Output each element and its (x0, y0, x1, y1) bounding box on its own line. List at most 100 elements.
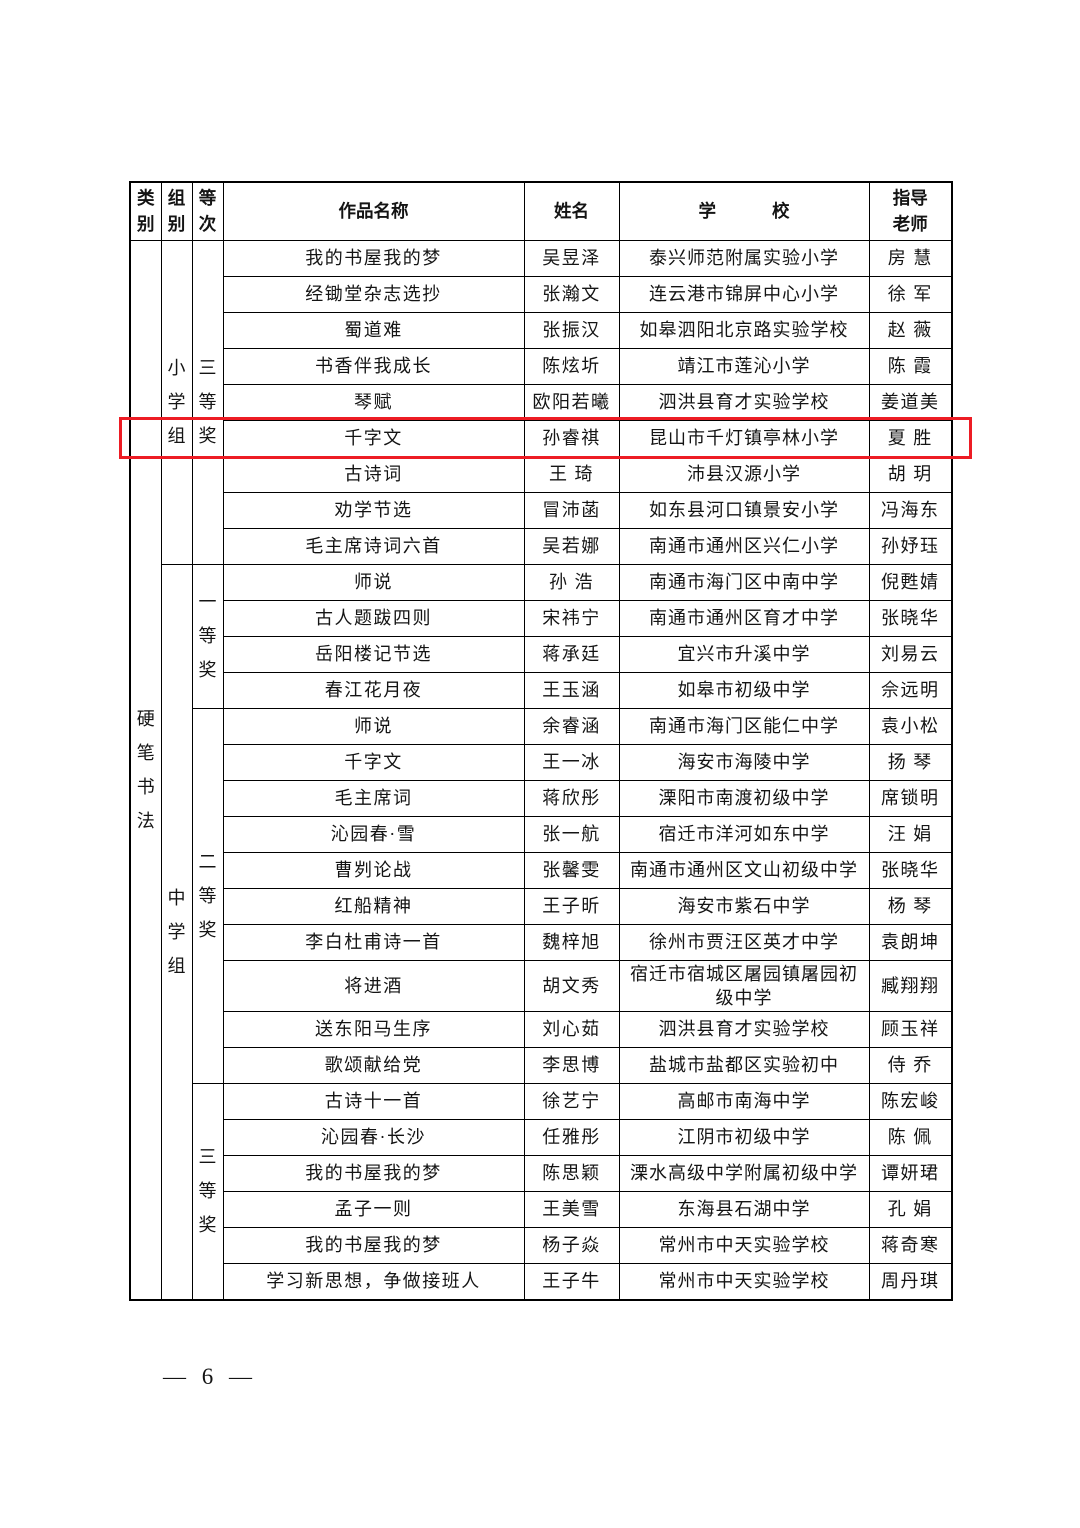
work-title-cell: 岳阳楼记节选 (222, 635, 525, 673)
student-name-cell: 蒋承廷 (523, 635, 620, 673)
teacher-cell: 赵 薇 (868, 311, 953, 349)
student-name-cell: 刘心茹 (523, 1011, 620, 1049)
teacher-cell: 姜道美 (868, 383, 953, 421)
teacher-cell: 孔 娟 (868, 1191, 953, 1229)
table-row: 红船精神 王子昕 海安市紫石中学杨 琴 (130, 887, 953, 925)
student-name-cell: 孙睿祺 (523, 419, 620, 457)
work-title-cell: 师说 (222, 563, 525, 601)
student-name-cell: 宋祎宁 (523, 599, 620, 637)
work-title-cell: 千字文 (222, 743, 525, 781)
school-cell: 高邮市南海中学 (618, 1083, 870, 1121)
table-row: 将进酒 胡文秀 宿迁市宿城区屠园镇屠园初级中学 臧翔翔 (130, 959, 953, 1013)
student-name-cell: 蒋欣彤 (523, 779, 620, 817)
teacher-cell: 杨 琴 (868, 887, 953, 925)
table-row: 古人题跋四则 宋祎宁 南通市通州区育才中学 张晓华 (130, 599, 953, 637)
school-cell: 南通市海门区中南中学 (618, 563, 870, 601)
table-row: 孟子一则 王美雪 东海县石湖中学孔 娟 (130, 1191, 953, 1229)
page-number: — 6 — (163, 1364, 257, 1389)
student-name-cell: 王玉涵 (523, 671, 620, 709)
school-cell: 东海县石湖中学 (618, 1191, 870, 1229)
work-title-cell: 李白杜甫诗一首 (222, 923, 525, 961)
teacher-cell: 蒋奇寒 (868, 1227, 953, 1265)
table-row: 学习新思想，争做接班人 王子牛 常州市中天实验学校 周丹琪 (130, 1263, 953, 1301)
school-cell: 连云港市锦屏中心小学 (618, 275, 870, 313)
teacher-cell: 徐 军 (868, 275, 953, 313)
student-name-cell: 王子昕 (523, 887, 620, 925)
group-cell: 中学组 (160, 563, 193, 1301)
header-row: 类别 组别 等次 作品名称 姓名 学校 指导老师 (129, 181, 953, 241)
school-cell: 常州市中天实验学校 (618, 1263, 870, 1301)
work-title-cell: 古人题跋四则 (222, 599, 525, 637)
work-title-cell: 师说 (222, 707, 525, 745)
table-row: 李白杜甫诗一首 魏梓旭 徐州市贾汪区英才中学 袁朗坤 (130, 923, 953, 961)
work-title-cell: 千字文 (222, 419, 525, 457)
school-cell: 南通市通州区育才中学 (618, 599, 870, 637)
student-name-cell: 余睿涵 (523, 707, 620, 745)
school-cell: 沛县汉源小学 (618, 455, 870, 493)
work-title-cell: 歌颂献给党 (222, 1047, 525, 1085)
work-title-cell: 送东阳马生序 (222, 1011, 525, 1049)
rank-cell: 一等奖 (191, 563, 224, 709)
teacher-cell: 臧翔翔 (868, 959, 953, 1013)
header-teacher-label: 指导老师 (892, 188, 928, 235)
table-row: 琴赋 欧阳若曦 泗洪县育才实验学校 姜道美 (130, 383, 953, 421)
school-cell: 靖江市莲沁小学 (618, 347, 870, 385)
student-name-cell: 任雅彤 (523, 1119, 620, 1157)
table-row: 歌颂献给党 李思博 盐城市盐都区实验初中侍 乔 (130, 1047, 953, 1085)
student-name-cell: 王一冰 (523, 743, 620, 781)
table-row: 书香伴我成长 陈炫圻 靖江市莲沁小学陈 霞 (130, 347, 953, 385)
school-cell: 常州市中天实验学校 (618, 1227, 870, 1265)
work-title-cell: 琴赋 (222, 383, 525, 421)
work-title-cell: 劝学节选 (222, 491, 525, 529)
teacher-cell: 袁朗坤 (868, 923, 953, 961)
table-header: 类别 组别 等次 作品名称 姓名 学校 指导老师 (129, 181, 953, 241)
table-row: 中学组 一等奖 师说孙 浩南通市海门区中南中学 倪甦婧 (130, 563, 953, 1301)
school-cell: 盐城市盐都区实验初中 (618, 1047, 870, 1085)
student-name-cell: 王 琦 (523, 455, 620, 493)
teacher-cell: 扬 琴 (868, 743, 953, 781)
teacher-cell: 谭妍珺 (868, 1155, 953, 1193)
school-cell: 南通市通州区兴仁小学 (618, 527, 870, 565)
school-cell: 宿迁市洋河如东中学 (618, 815, 870, 853)
student-name-cell: 魏梓旭 (523, 923, 620, 961)
work-title-cell: 春江花月夜 (222, 671, 525, 709)
teacher-cell: 刘易云 (868, 635, 953, 673)
teacher-cell: 陈 霞 (868, 347, 953, 385)
work-title-cell: 我的书屋我的梦 (222, 1227, 525, 1265)
student-name-cell: 吴昱泽 (523, 239, 620, 277)
table-row: 毛主席词 蒋欣彤 溧阳市南渡初级中学 席锁明 (130, 779, 953, 817)
header-school-label: 学校 (698, 201, 790, 222)
header-rank: 等次 (191, 181, 224, 241)
school-cell: 南通市海门区能仁中学 (618, 707, 870, 745)
teacher-cell: 陈 佩 (868, 1119, 953, 1157)
table-row: 蜀道难 张振汉 如皋泗阳北京路实验学校赵 薇 (130, 311, 953, 349)
table-row: 曹刿论战 张馨雯 南通市通州区文山初级中学 张晓华 (130, 851, 953, 889)
teacher-cell: 张晓华 (868, 599, 953, 637)
work-title-cell: 学习新思想，争做接班人 (222, 1263, 525, 1301)
school-cell: 泗洪县育才实验学校 (618, 1011, 870, 1049)
work-title-cell: 古诗十一首 (222, 1083, 525, 1121)
student-name-cell: 陈炫圻 (523, 347, 620, 385)
teacher-cell: 佘远明 (868, 671, 953, 709)
student-name-cell: 王子牛 (523, 1263, 620, 1301)
table-row: 经锄堂杂志选抄 张瀚文 连云港市锦屏中心小学徐 军 (130, 275, 953, 313)
table-row: 千字文 王一冰 海安市海陵中学扬 琴 (130, 743, 953, 781)
table-row: 送东阳马生序 刘心茹 泗洪县育才实验学校 顾玉祥 (130, 1011, 953, 1049)
teacher-cell: 孙妤珏 (868, 527, 953, 565)
work-title-cell: 曹刿论战 (222, 851, 525, 889)
rank-cell: 三等奖 (191, 1083, 224, 1301)
table-row: 沁园春·长沙 任雅彤 江阴市初级中学陈 佩 (130, 1119, 953, 1157)
student-name-cell: 冒沛菡 (523, 491, 620, 529)
teacher-cell: 陈宏峻 (868, 1083, 953, 1121)
category-cell: 硬笔书法 (129, 239, 162, 1301)
student-name-cell: 杨子焱 (523, 1227, 620, 1265)
work-title-cell: 蜀道难 (222, 311, 525, 349)
teacher-cell: 侍 乔 (868, 1047, 953, 1085)
group-cell: 小学组 (160, 239, 193, 565)
header-category: 类别 (129, 181, 162, 241)
header-school: 学校 (618, 181, 870, 241)
table-row: 硬笔书法 小学组 三等奖 我的书屋我的梦 吴昱泽 泰兴师范附属实验小学房 慧 (129, 239, 953, 1301)
rank-cell: 二等奖 (191, 707, 224, 1085)
teacher-cell: 周丹琪 (868, 1263, 953, 1301)
